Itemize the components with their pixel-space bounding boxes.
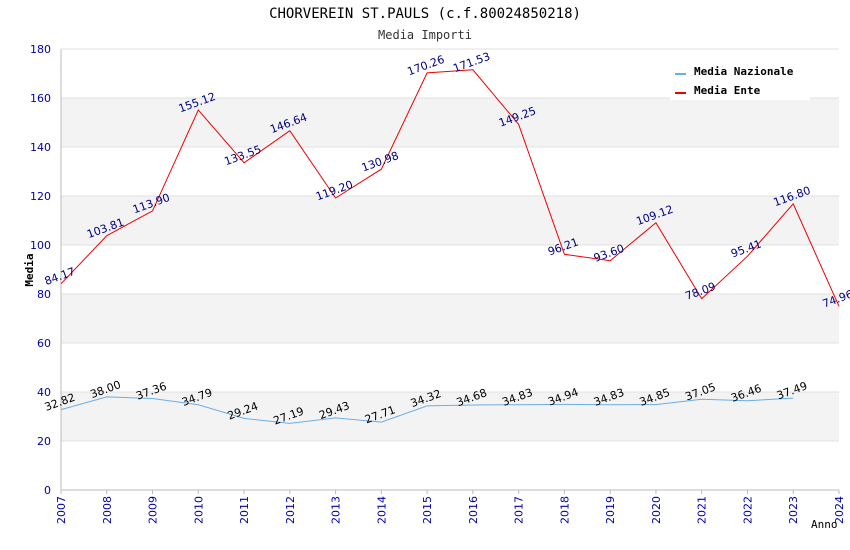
x-tick-label: 2021 [696, 496, 709, 524]
x-tick-label: 2012 [284, 496, 297, 524]
grid-band [61, 196, 839, 245]
y-tick-label: 120 [30, 190, 51, 203]
x-tick-label: 2009 [147, 496, 160, 524]
series-line-media-ente [60, 69, 840, 307]
grid-band [61, 98, 839, 147]
series-layer [60, 69, 840, 424]
legend: Media Nazionale Media Ente [670, 58, 810, 100]
x-tick-label: 2020 [650, 496, 663, 524]
y-tick-label: 140 [30, 141, 51, 154]
x-tick-label: 2013 [330, 496, 343, 524]
x-axis-label: Anno [811, 518, 838, 531]
chart-subtitle: Media Importi [378, 28, 472, 42]
y-tick-label: 160 [30, 92, 51, 105]
y-tick-label: 180 [30, 43, 51, 56]
data-label-media-ente: 130.98 [360, 149, 401, 174]
legend-label-media-nazionale: Media Nazionale [694, 65, 794, 78]
chart-title: CHORVEREIN ST.PAULS (c.f.80024850218) [269, 6, 581, 22]
y-axis-label: Media [23, 253, 36, 286]
x-tick-label: 2019 [604, 496, 617, 524]
x-tick-label: 2011 [238, 496, 251, 524]
grid-bands [61, 48, 839, 491]
x-tick-label: 2010 [192, 496, 205, 524]
legend-box [670, 58, 810, 100]
y-tick-label: 40 [37, 386, 51, 399]
x-tick-label: 2014 [375, 496, 388, 524]
legend-label-media-ente: Media Ente [694, 84, 761, 97]
x-tick-label: 2008 [101, 496, 114, 524]
x-tick-label: 2024 [833, 496, 846, 524]
grid-band [61, 392, 839, 441]
data-label-media-ente: 171.53 [451, 50, 492, 75]
data-label-media-ente: 84.17 [43, 265, 77, 288]
y-tick-label: 20 [37, 435, 51, 448]
x-tick-label: 2015 [421, 496, 434, 524]
y-tick-label: 60 [37, 337, 51, 350]
x-tick-label: 2017 [513, 496, 526, 524]
x-tick-label: 2023 [787, 496, 800, 524]
y-tick-label: 100 [30, 239, 51, 252]
x-tick-label: 2018 [558, 496, 571, 524]
grid-band [61, 294, 839, 343]
x-tick-label: 2007 [55, 496, 68, 524]
series-line-media-nazionale [60, 396, 794, 424]
x-tick-label: 2022 [741, 496, 754, 524]
x-tick-label: 2016 [467, 496, 480, 524]
y-tick-label: 0 [44, 484, 51, 497]
axes: 0 20 40 60 80 100 120 140 160 180 2007 2008 2009 2010… [30, 43, 846, 524]
y-tick-label: 80 [37, 288, 51, 301]
